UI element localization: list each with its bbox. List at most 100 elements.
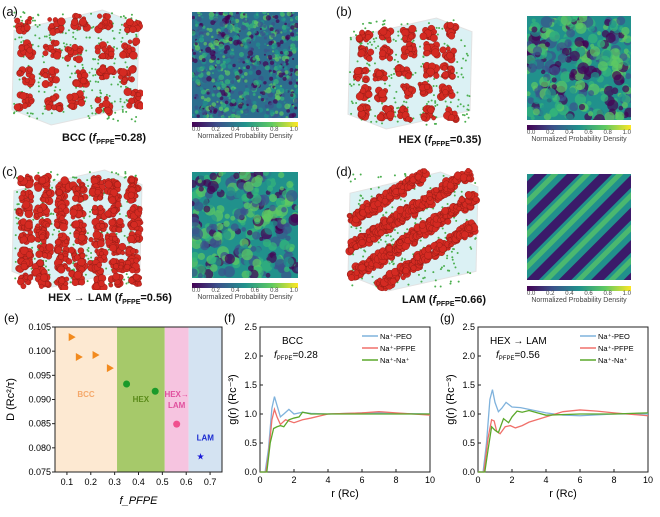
- density-blob: [275, 19, 280, 23]
- green-bead: [421, 62, 424, 65]
- density-blob: [549, 108, 558, 118]
- green-bead: [383, 23, 386, 26]
- red-bead: [66, 93, 74, 101]
- cb-tick: 0.8: [603, 130, 612, 136]
- green-bead: [356, 60, 359, 63]
- red-bead: [118, 242, 127, 251]
- density-blob: [211, 102, 217, 107]
- red-bead: [38, 176, 47, 185]
- green-bead: [427, 80, 430, 83]
- density-blob: [577, 62, 590, 75]
- density-blob: [230, 223, 239, 232]
- red-bead: [464, 191, 473, 199]
- y-tick-label: 0.085: [28, 419, 51, 429]
- density-blob: [590, 71, 600, 81]
- red-bead: [14, 17, 21, 24]
- green-bead: [19, 15, 22, 18]
- green-bead: [86, 179, 89, 182]
- density-blob: [267, 49, 270, 52]
- green-bead: [48, 36, 51, 39]
- green-bead: [67, 29, 70, 32]
- density-blob: [200, 49, 203, 52]
- density-blob: [575, 79, 586, 91]
- colorbar-gradient: [192, 283, 298, 288]
- density-blob: [220, 230, 232, 241]
- green-bead: [377, 45, 380, 48]
- green-bead: [75, 176, 78, 179]
- density-blob: [267, 185, 274, 192]
- red-bead: [17, 209, 23, 214]
- red-bead: [81, 222, 87, 228]
- red-bead: [378, 49, 387, 57]
- green-bead: [446, 254, 449, 257]
- density-blob: [225, 202, 231, 208]
- green-bead: [377, 176, 380, 179]
- density-blob: [265, 110, 270, 115]
- red-bead: [410, 264, 417, 271]
- green-bead: [100, 38, 103, 41]
- density-blob: [270, 71, 273, 74]
- density-blob: [269, 73, 273, 77]
- red-bead: [376, 113, 385, 122]
- density-blob: [615, 111, 625, 120]
- stripe-dark: [527, 174, 631, 280]
- density-blob: [262, 238, 272, 248]
- density-blob: [193, 93, 199, 100]
- green-bead: [379, 175, 382, 178]
- red-bead: [50, 48, 56, 54]
- green-bead: [456, 60, 459, 63]
- green-bead: [391, 206, 394, 209]
- green-bead: [114, 57, 117, 60]
- density-blob: [206, 185, 216, 195]
- density-blob: [192, 268, 198, 277]
- region-label: HEX: [133, 395, 150, 404]
- green-bead: [370, 43, 373, 46]
- red-bead: [68, 246, 75, 254]
- red-bead: [95, 106, 103, 114]
- density-blob: [286, 109, 290, 113]
- density-blob: [296, 32, 298, 35]
- red-bead: [123, 43, 129, 49]
- red-bead: [101, 46, 108, 53]
- green-bead: [382, 214, 385, 217]
- density-blob: [281, 270, 292, 278]
- green-bead: [434, 285, 437, 288]
- red-bead: [97, 13, 103, 19]
- green-bead: [412, 117, 415, 120]
- density-blob: [557, 53, 568, 63]
- density-blob: [275, 53, 280, 59]
- x-tick-label: 0.6: [180, 477, 193, 487]
- green-bead: [436, 33, 439, 36]
- density-blob: [581, 57, 586, 62]
- density-blob: [211, 78, 216, 83]
- red-bead: [62, 207, 70, 215]
- density-blob: [290, 32, 295, 37]
- green-bead: [435, 84, 438, 87]
- green-bead: [456, 252, 459, 255]
- red-bead: [355, 34, 363, 42]
- red-bead: [53, 221, 60, 228]
- green-bead: [88, 171, 91, 174]
- red-bead: [27, 234, 36, 243]
- density-blob: [274, 110, 279, 114]
- red-bead: [118, 264, 124, 270]
- density-blob: [218, 74, 225, 81]
- green-bead: [32, 16, 35, 19]
- red-bead: [54, 246, 62, 254]
- green-bead: [451, 258, 454, 261]
- red-bead: [441, 207, 449, 215]
- bcc-cube-snapshot: [11, 9, 143, 126]
- green-bead: [45, 259, 48, 262]
- green-bead: [48, 34, 51, 37]
- green-bead: [350, 84, 353, 87]
- green-bead: [90, 252, 93, 255]
- green-bead: [56, 173, 59, 176]
- green-bead: [58, 230, 61, 233]
- density-blob: [291, 37, 296, 42]
- density-blob: [274, 49, 279, 55]
- green-bead: [361, 197, 364, 200]
- density-blob: [217, 86, 221, 90]
- density-blob: [291, 46, 297, 52]
- red-bead: [68, 102, 75, 109]
- green-bead: [72, 262, 75, 265]
